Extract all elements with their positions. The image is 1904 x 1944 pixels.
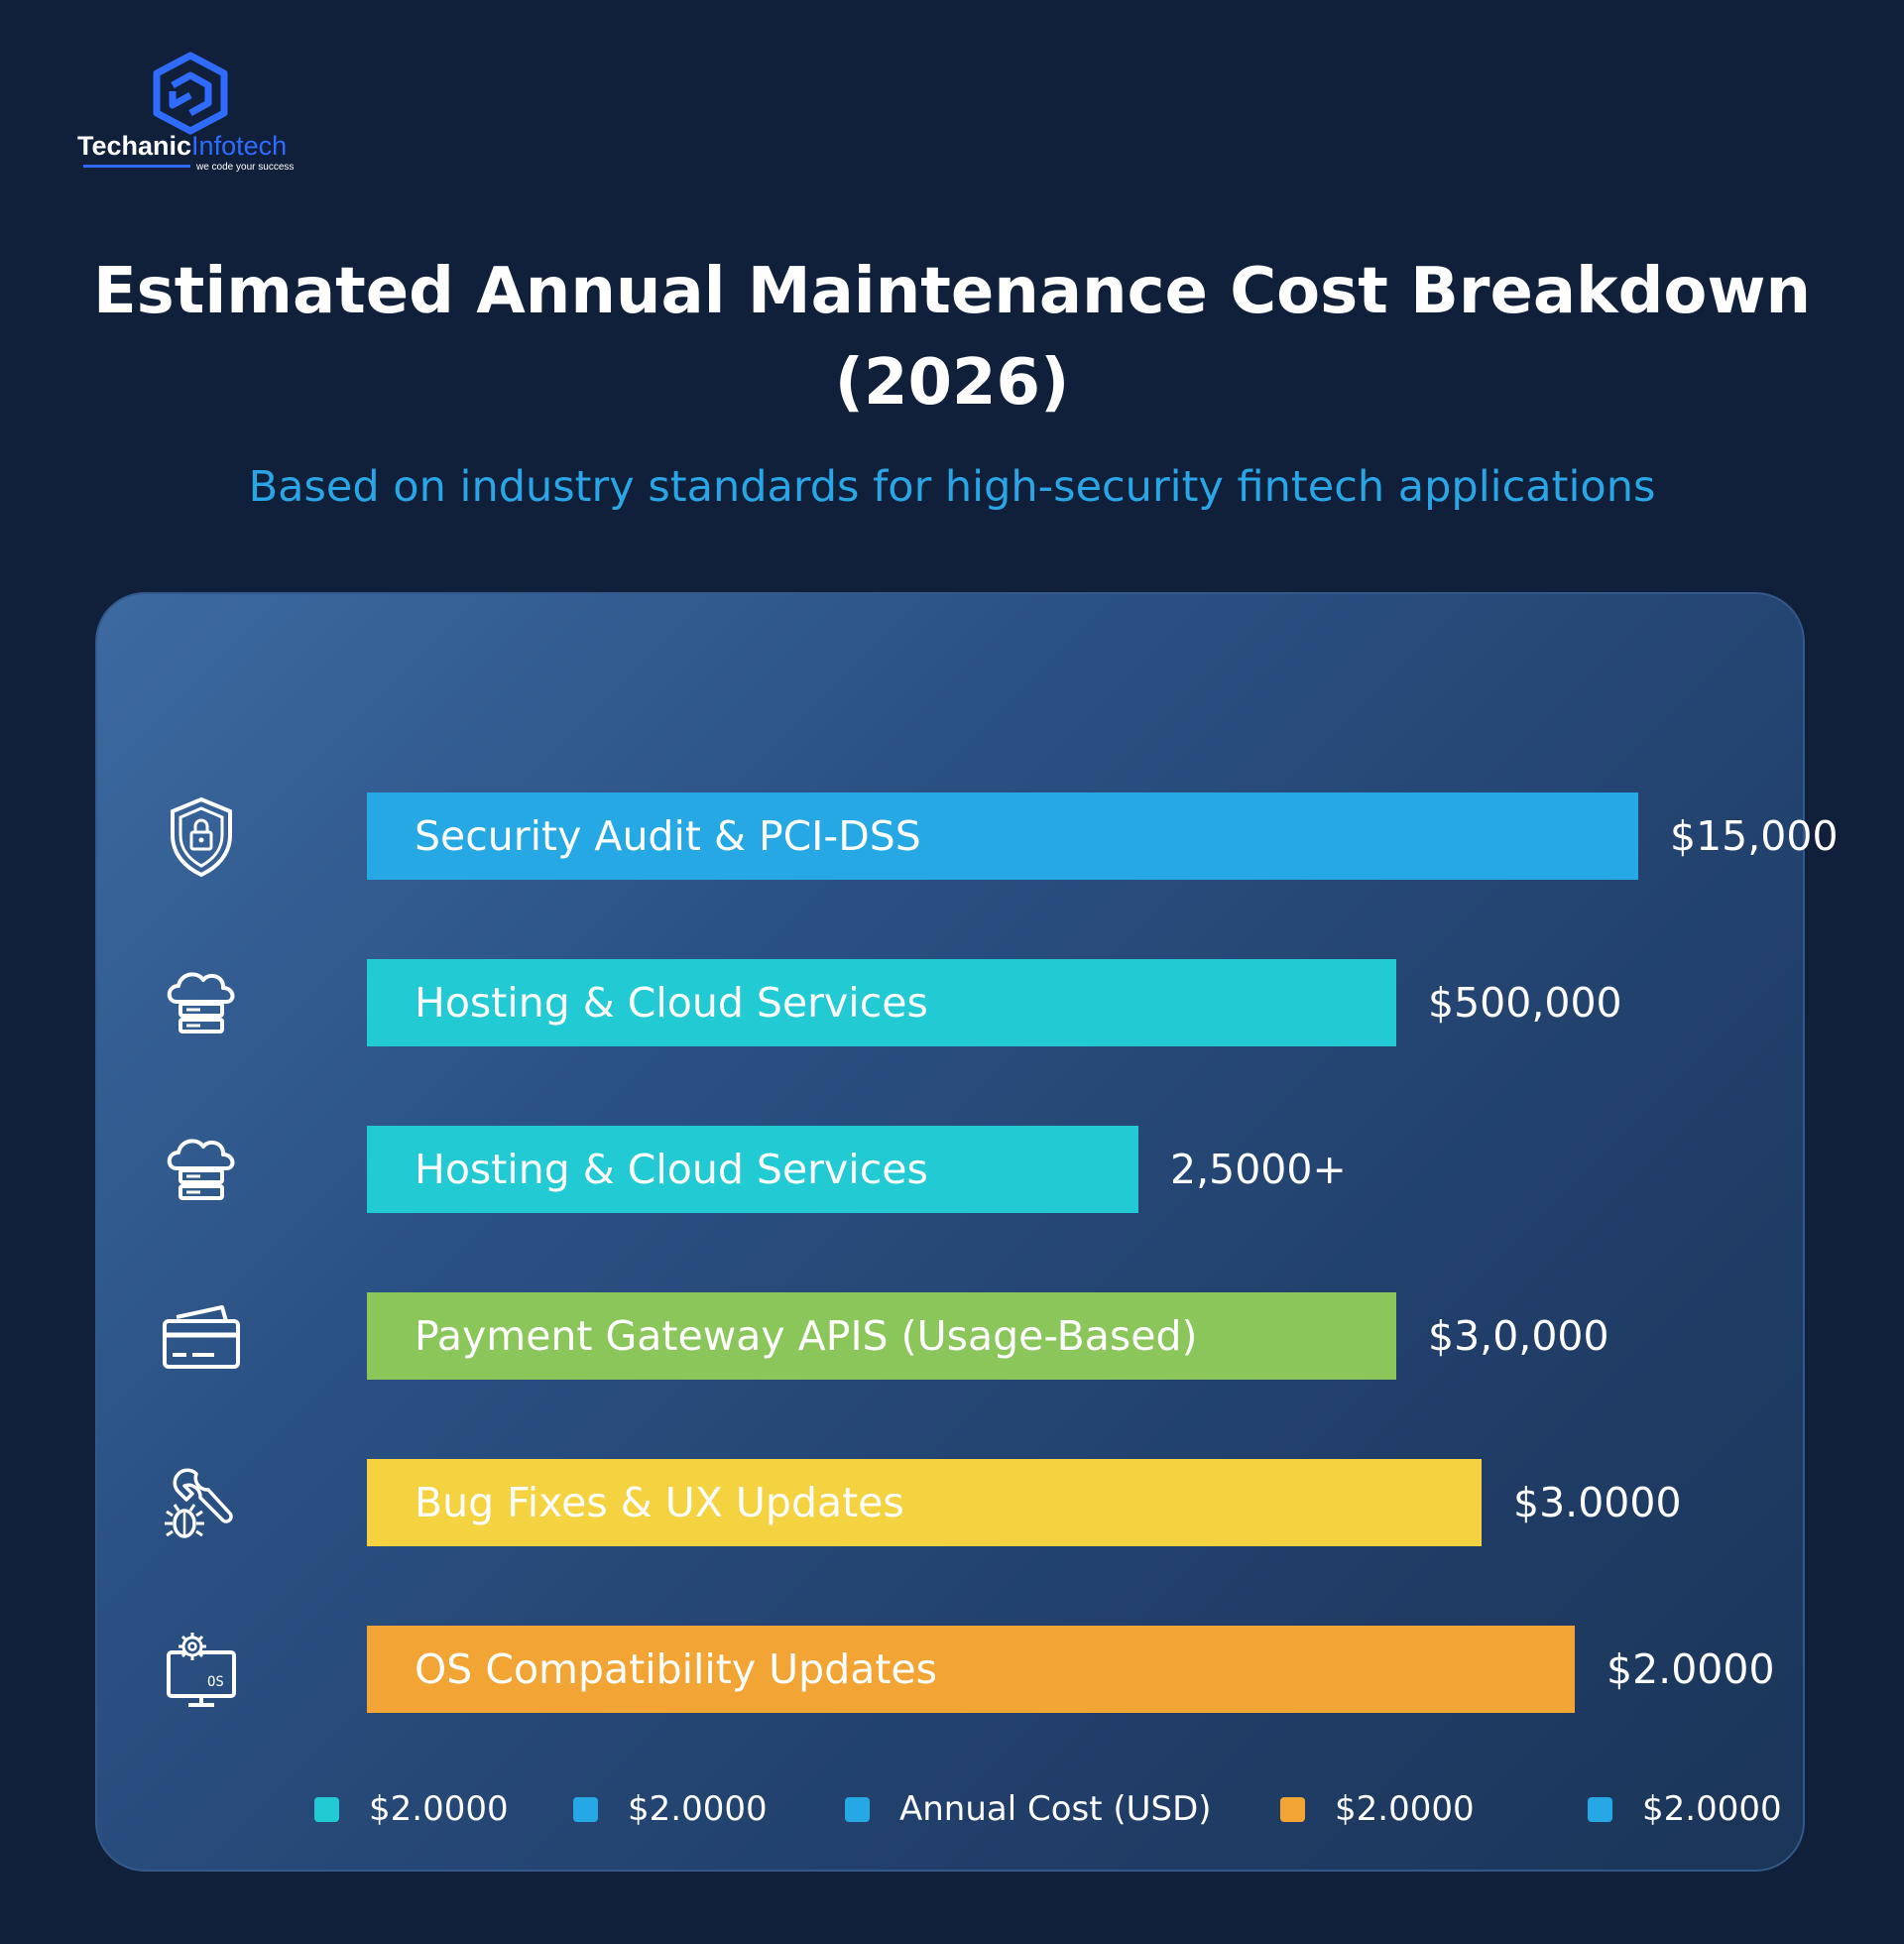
bug-wrench-icon	[165, 1468, 233, 1538]
os-gear-monitor-icon: OS	[167, 1633, 236, 1707]
logo-cube-icon	[153, 52, 228, 135]
bar-label: OS Compatibility Updates	[415, 1645, 938, 1693]
bar-0: Security Audit & PCI-DSS	[367, 792, 1638, 880]
bar-value-label: 2,5000+	[1170, 1146, 1347, 1193]
legend-swatch	[573, 1796, 598, 1822]
bar-value-label: $2.0000	[1606, 1645, 1775, 1693]
bar-3: Payment Gateway APIS (Usage-Based)	[367, 1292, 1396, 1380]
legend-swatch	[314, 1796, 339, 1822]
legend-label: $2.0000	[1335, 1789, 1475, 1829]
shield-lock-icon	[171, 796, 232, 878]
brand-tagline: we code your success	[196, 162, 295, 173]
bar-label: Payment Gateway APIS (Usage-Based)	[415, 1312, 1198, 1360]
bar-2: Hosting & Cloud Services	[367, 1126, 1138, 1213]
brand-underline	[83, 165, 190, 168]
chart-title: Estimated Annual Maintenance Cost Breakd…	[92, 255, 1812, 420]
credit-card-icon	[163, 1305, 240, 1369]
legend-item: Annual Cost (USD)	[845, 1789, 1212, 1829]
bar-5: OS Compatibility Updates	[367, 1626, 1575, 1713]
bar-value-label: $3.0000	[1513, 1479, 1682, 1526]
legend-label: Annual Cost (USD)	[899, 1789, 1212, 1829]
legend-label: $2.0000	[369, 1789, 509, 1829]
bar-label: Hosting & Cloud Services	[415, 1146, 928, 1193]
legend-item: $2.0000	[314, 1789, 509, 1829]
legend-item: $2.0000	[573, 1789, 768, 1829]
cloud-server-icon	[167, 972, 235, 1033]
legend-item: $2.0000	[1588, 1789, 1782, 1829]
legend-swatch	[1588, 1796, 1612, 1822]
bar-value-label: $500,000	[1428, 979, 1622, 1027]
svg-text:OS: OS	[207, 1674, 224, 1690]
brand-name: TechanicInfotech	[77, 131, 288, 161]
bar-4: Bug Fixes & UX Updates	[367, 1459, 1482, 1546]
bar-label: Bug Fixes & UX Updates	[415, 1479, 904, 1526]
bar-label: Hosting & Cloud Services	[415, 979, 928, 1027]
chart-subtitle: Based on industry standards for high-sec…	[248, 462, 1656, 512]
legend-item: $2.0000	[1280, 1789, 1475, 1829]
bar-1: Hosting & Cloud Services	[367, 959, 1396, 1046]
bar-value-label: $15,000	[1670, 812, 1839, 860]
chart-panel: Security Audit & PCI-DSS $15,000 Hosting &…	[95, 592, 1839, 1872]
legend-label: $2.0000	[628, 1789, 768, 1829]
bar-value-label: $3,0,000	[1428, 1312, 1609, 1360]
legend-swatch	[1280, 1796, 1305, 1822]
legend-swatch	[845, 1796, 870, 1822]
brand-logo: TechanicInfotech we code your success	[77, 52, 315, 173]
legend-label: $2.0000	[1642, 1789, 1782, 1829]
cloud-server-icon	[167, 1139, 235, 1200]
bar-label: Security Audit & PCI-DSS	[415, 812, 921, 860]
